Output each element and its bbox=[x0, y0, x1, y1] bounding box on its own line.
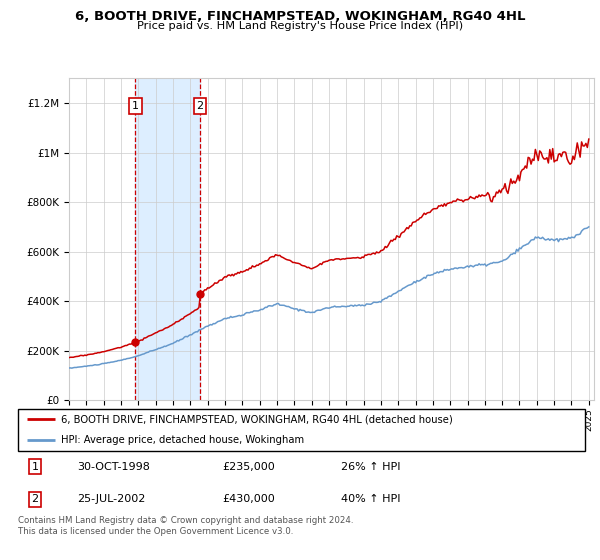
Text: 1: 1 bbox=[132, 101, 139, 111]
Text: 30-OCT-1998: 30-OCT-1998 bbox=[77, 461, 151, 472]
Text: 6, BOOTH DRIVE, FINCHAMPSTEAD, WOKINGHAM, RG40 4HL (detached house): 6, BOOTH DRIVE, FINCHAMPSTEAD, WOKINGHAM… bbox=[61, 414, 452, 424]
FancyBboxPatch shape bbox=[18, 409, 585, 451]
Text: £430,000: £430,000 bbox=[222, 494, 275, 505]
Text: 6, BOOTH DRIVE, FINCHAMPSTEAD, WOKINGHAM, RG40 4HL: 6, BOOTH DRIVE, FINCHAMPSTEAD, WOKINGHAM… bbox=[75, 10, 525, 23]
Text: HPI: Average price, detached house, Wokingham: HPI: Average price, detached house, Woki… bbox=[61, 435, 304, 445]
Text: £235,000: £235,000 bbox=[222, 461, 275, 472]
Text: 1: 1 bbox=[32, 461, 38, 472]
Text: Price paid vs. HM Land Registry's House Price Index (HPI): Price paid vs. HM Land Registry's House … bbox=[137, 21, 463, 31]
Text: 25-JUL-2002: 25-JUL-2002 bbox=[77, 494, 146, 505]
Text: 2: 2 bbox=[196, 101, 203, 111]
Text: 40% ↑ HPI: 40% ↑ HPI bbox=[341, 494, 401, 505]
Bar bbox=[136, 78, 200, 400]
Text: Contains HM Land Registry data © Crown copyright and database right 2024.
This d: Contains HM Land Registry data © Crown c… bbox=[18, 516, 353, 536]
Text: 2: 2 bbox=[31, 494, 38, 505]
Text: 26% ↑ HPI: 26% ↑ HPI bbox=[341, 461, 401, 472]
